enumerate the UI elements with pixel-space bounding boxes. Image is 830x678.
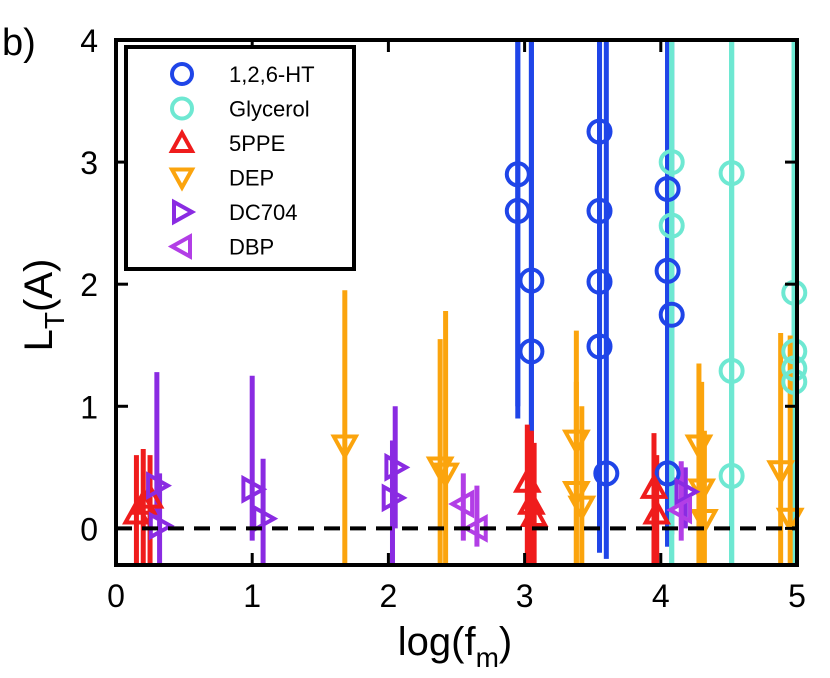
point-dc704 [674,477,701,507]
point-5ppe [639,472,669,499]
point-1-2-6-ht [518,338,545,365]
legend-label-glycerol: Glycerol [229,97,310,122]
point-1-2-6-ht [504,161,531,188]
x-tick-label: 0 [107,578,125,614]
point-glycerol [718,462,745,489]
legend-marker-glycerol [170,96,194,121]
point-1-2-6-ht [504,197,531,224]
x-tick-label: 2 [380,578,398,614]
x-axis: 0 1 2 3 4 5 [107,40,806,614]
legend-marker-5ppe [168,128,196,153]
point-dc704 [252,504,279,534]
point-glycerol [718,160,745,187]
point-glycerol [781,338,808,365]
point-dep [561,429,591,456]
panel-label: b) [2,22,36,64]
x-tick-label: 3 [516,578,534,614]
legend-marker-dc704 [172,198,197,226]
x-tick-label: 1 [243,578,261,614]
x-tick-label: 5 [788,578,806,614]
point-1-2-6-ht [586,268,613,295]
legend-label-5ppe: 5PPE [229,131,285,156]
y-axis: 0 1 2 3 4 [80,23,797,547]
point-5ppe [642,498,672,525]
point-glycerol [718,357,745,384]
point-1-2-6-ht [593,460,620,487]
point-1-2-6-ht [586,118,613,145]
x-axis-title-close: ) [499,620,512,664]
point-glycerol [658,212,685,239]
point-dep [561,480,591,507]
x-axis-title-sub: m [476,642,499,673]
plot-frame [114,38,799,567]
point-dc704 [384,452,411,482]
point-dep [330,434,360,461]
point-5ppe [135,482,165,509]
point-glycerol [781,368,808,395]
x-tick-label: 4 [652,578,670,614]
point-5ppe [519,501,549,527]
x-axis-title-main: log(f [398,620,477,664]
legend-label-dep: DEP [229,166,274,191]
y-axis-title-main: L [17,329,61,351]
point-1-2-6-ht [654,460,681,487]
point-dc704 [241,474,268,504]
point-glycerol [658,149,685,176]
point-1-2-6-ht [654,257,681,284]
y-axis-title: LT(A) [17,259,70,352]
legend-marker-dbp [167,233,192,260]
legend: 1,2,6-HT Glycerol 5PPE DEP DC704 DBP [124,45,356,271]
y-tick-label: 2 [80,267,98,303]
point-1-2-6-ht [658,301,685,328]
point-dc704 [381,483,408,513]
x-axis-title: log(fm) [398,620,512,673]
y-tick-label: 3 [80,145,98,181]
point-dep [689,509,719,535]
y-tick-label: 1 [80,389,98,425]
legend-label-dbp: DBP [229,235,274,260]
point-1-2-6-ht [654,175,681,202]
point-1-2-6-ht [586,333,613,360]
point-dep [431,462,461,489]
y-tick-label: 4 [80,23,98,59]
point-glycerol [781,355,808,382]
legend-box [124,45,356,271]
point-glycerol [781,279,808,306]
point-dc704 [146,471,172,501]
y-tick-label: 0 [80,511,98,547]
point-5ppe [512,466,542,493]
point-1-2-6-ht [518,267,545,294]
point-dbp [666,495,693,525]
point-5ppe [128,488,158,515]
point-1-2-6-ht [586,197,613,224]
legend-marker-1-2-6-ht [170,62,194,86]
legend-label-dc704: DC704 [229,200,297,225]
data-markers [122,118,808,543]
point-dc704 [148,511,175,541]
point-dep [684,434,714,461]
point-dbp [448,489,475,519]
legend-marker-dep [168,167,196,192]
point-dep [766,460,796,487]
point-dep [567,495,597,522]
y-axis-title-rest: (A) [17,259,61,312]
legend-label-1-2-6-ht: 1,2,6-HT [229,62,315,87]
y-axis-title-sub: T [39,312,70,329]
